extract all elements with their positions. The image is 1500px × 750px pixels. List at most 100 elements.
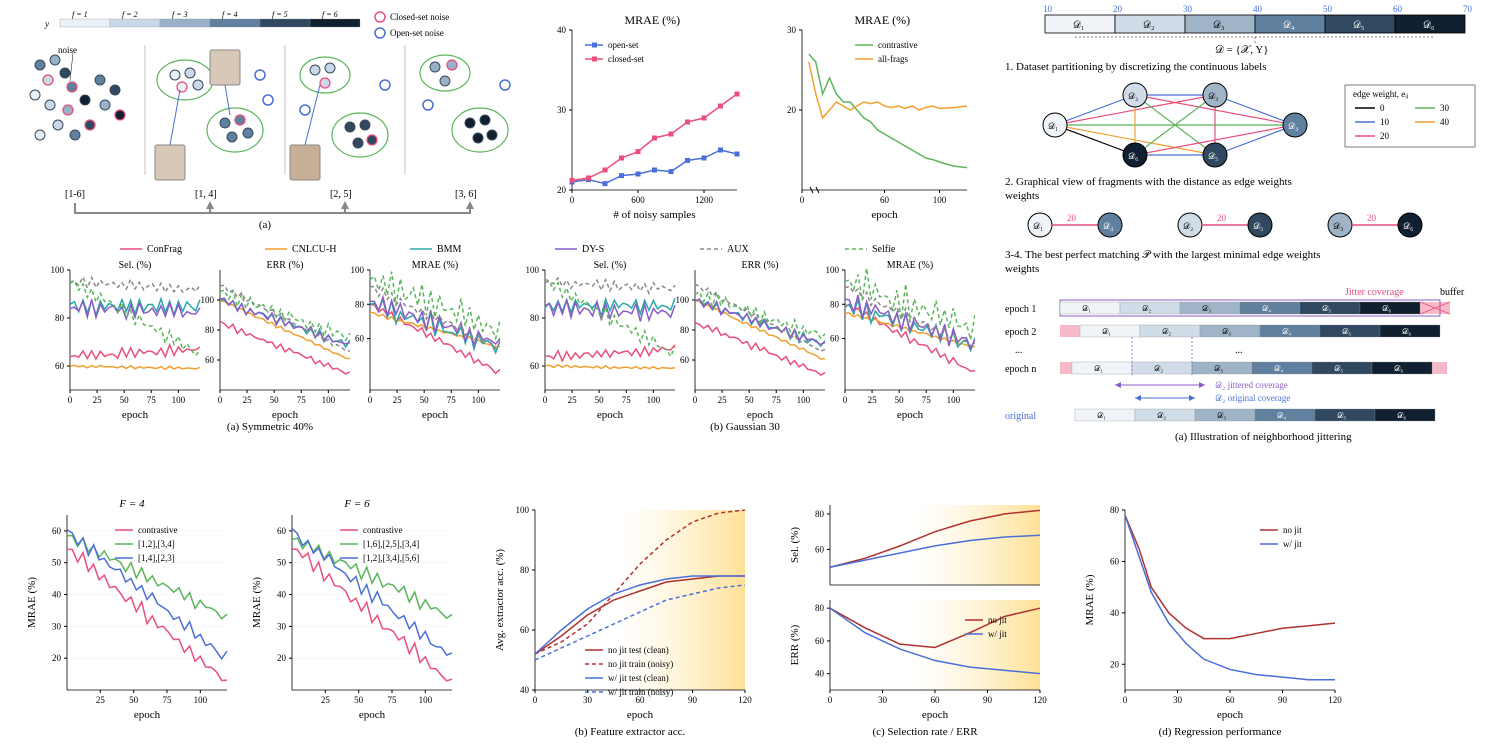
svg-text:𝒟₁: 𝒟₁ — [1097, 411, 1106, 420]
svg-text:120: 120 — [738, 695, 752, 705]
svg-text:75: 75 — [297, 395, 307, 405]
svg-text:100: 100 — [647, 395, 661, 405]
svg-text:MRAE (%): MRAE (%) — [1084, 574, 1096, 625]
svg-text:75: 75 — [163, 695, 173, 705]
row2-sym: Sel. (%)02550751006080100epochERR (%)025… — [40, 258, 500, 433]
svg-text:30: 30 — [277, 621, 287, 631]
svg-text:100: 100 — [322, 395, 336, 405]
svg-text:𝒟₄: 𝒟₄ — [1274, 364, 1283, 373]
svg-text:40: 40 — [520, 685, 530, 695]
svg-text:20: 20 — [277, 653, 287, 663]
row3-d: 030609012020406080epochMRAE (%)no jitw/ … — [1080, 495, 1360, 740]
svg-text:50: 50 — [745, 395, 755, 405]
svg-text:25: 25 — [393, 395, 403, 405]
svg-text:0: 0 — [1123, 695, 1128, 705]
svg-text:30: 30 — [52, 621, 62, 631]
svg-text:epoch: epoch — [871, 209, 898, 221]
svg-text:𝒟₆: 𝒟₆ — [1397, 411, 1406, 420]
svg-text:f = 6: f = 6 — [322, 10, 338, 19]
svg-text:Sel. (%): Sel. (%) — [789, 527, 801, 563]
row3-b: 0306090120406080100epochAvg. extractor a… — [490, 495, 770, 740]
svg-text:epoch: epoch — [122, 409, 149, 421]
svg-text:60: 60 — [55, 361, 65, 371]
svg-text:0: 0 — [570, 195, 575, 205]
svg-text:[3, 6]: [3, 6] — [455, 189, 477, 200]
svg-text:100: 100 — [351, 265, 365, 275]
svg-text:MRAE (%): MRAE (%) — [251, 577, 263, 628]
svg-text:60: 60 — [520, 625, 530, 635]
svg-text:80: 80 — [830, 299, 840, 309]
svg-text:edge weight, eᵢⱼ: edge weight, eᵢⱼ — [1353, 89, 1409, 99]
svg-text:100: 100 — [194, 695, 208, 705]
svg-text:epoch: epoch — [272, 409, 299, 421]
svg-text:80: 80 — [815, 509, 825, 519]
svg-text:f = 5: f = 5 — [272, 10, 288, 19]
svg-text:0: 0 — [693, 395, 698, 405]
svg-text:F = 4: F = 4 — [118, 498, 145, 510]
svg-text:80: 80 — [355, 299, 365, 309]
svg-text:𝒟₂: 𝒟₂ — [1142, 304, 1151, 313]
row3-c: 6080Sel. (%)0306090120406080epochERR (%)… — [785, 495, 1065, 740]
svg-text:𝒟₂ jittered coverage: 𝒟₂ jittered coverage — [1215, 380, 1288, 390]
svg-text:75: 75 — [388, 695, 398, 705]
panel-a-clusters: y f = 1 f = 2 f = 3 f = 4 f = 5 f = 6 Cl… — [10, 5, 520, 230]
svg-text:100: 100 — [947, 395, 961, 405]
svg-text:10: 10 — [1043, 4, 1053, 14]
svg-text:[1, 4]: [1, 4] — [195, 189, 217, 200]
svg-text:f = 4: f = 4 — [222, 10, 238, 19]
svg-text:𝒟₂: 𝒟₂ — [1183, 221, 1193, 231]
svg-text:(b) Feature extractor acc.: (b) Feature extractor acc. — [575, 726, 686, 738]
svg-text:Selfie: Selfie — [872, 244, 896, 255]
svg-text:80: 80 — [205, 325, 215, 335]
svg-text:60: 60 — [931, 695, 941, 705]
svg-text:0: 0 — [218, 395, 223, 405]
svg-text:𝒟₅: 𝒟₅ — [1353, 20, 1364, 31]
right-diagram: 10 20 30 40 50 60 70 𝒟₁ 𝒟₂ 𝒟₃ 𝒟₄ 𝒟₅ 𝒟₆ 𝒟… — [995, 0, 1495, 495]
svg-text:epoch 2: epoch 2 — [1005, 327, 1036, 338]
svg-text:𝒟₄: 𝒟₄ — [1288, 121, 1298, 131]
svg-text:80: 80 — [680, 325, 690, 335]
svg-text:DY-S: DY-S — [582, 244, 604, 255]
svg-text:60: 60 — [1393, 4, 1403, 14]
svg-text:80: 80 — [815, 603, 825, 613]
svg-text:noise: noise — [58, 45, 77, 55]
svg-text:𝒟₂: 𝒟₂ — [1162, 327, 1171, 336]
svg-text:60: 60 — [830, 334, 840, 344]
svg-text:𝒟 = {𝒳, Y}: 𝒟 = {𝒳, Y} — [1215, 44, 1269, 56]
svg-text:contrastive: contrastive — [363, 525, 403, 535]
svg-text:0: 0 — [543, 395, 548, 405]
svg-text:100: 100 — [51, 265, 65, 275]
svg-text:20: 20 — [787, 105, 797, 115]
svg-text:0: 0 — [68, 395, 73, 405]
svg-text:0: 0 — [800, 195, 805, 205]
svg-text:(a) Illustration of neighborho: (a) Illustration of neighborhood jitteri… — [1175, 431, 1352, 443]
svg-text:60: 60 — [205, 355, 215, 365]
svg-text:60: 60 — [1226, 695, 1236, 705]
svg-text:75: 75 — [922, 395, 932, 405]
svg-text:ERR (%): ERR (%) — [789, 624, 801, 665]
svg-text:90: 90 — [983, 695, 993, 705]
svg-text:90: 90 — [688, 695, 698, 705]
svg-text:30: 30 — [1173, 695, 1183, 705]
svg-text:𝒟₁: 𝒟₁ — [1102, 327, 1111, 336]
svg-text:600: 600 — [631, 195, 645, 205]
svg-text:100: 100 — [419, 695, 433, 705]
svg-text:epoch: epoch — [897, 409, 924, 421]
svg-text:epoch 1: epoch 1 — [1005, 304, 1036, 315]
svg-text:𝒟₅: 𝒟₅ — [1342, 327, 1351, 336]
svg-text:w/ jit train (noisy): w/ jit train (noisy) — [608, 687, 673, 697]
method-legend: ConFragCNLCU-HBMMDY-SAUXSelfie — [80, 240, 980, 258]
matching-pairs: 𝒟₁ 20 𝒟₄ 𝒟₂ 20 𝒟₅ 𝒟₃ 20 𝒟₆ — [1028, 213, 1422, 237]
svg-text:30: 30 — [583, 695, 593, 705]
svg-text:50: 50 — [270, 395, 280, 405]
svg-text:y: y — [44, 19, 49, 29]
svg-text:𝒟₄: 𝒟₄ — [1283, 20, 1295, 31]
svg-text:20: 20 — [557, 185, 567, 195]
svg-text:𝒟₂: 𝒟₂ — [1143, 20, 1154, 31]
svg-text:100: 100 — [472, 395, 486, 405]
svg-text:MRAE (%): MRAE (%) — [625, 13, 681, 27]
svg-text:𝒟₄: 𝒟₄ — [1262, 304, 1271, 313]
svg-text:0: 0 — [828, 695, 833, 705]
svg-text:[1,2],[3,4]: [1,2],[3,4] — [138, 539, 175, 549]
svg-text:AUX: AUX — [727, 244, 749, 255]
